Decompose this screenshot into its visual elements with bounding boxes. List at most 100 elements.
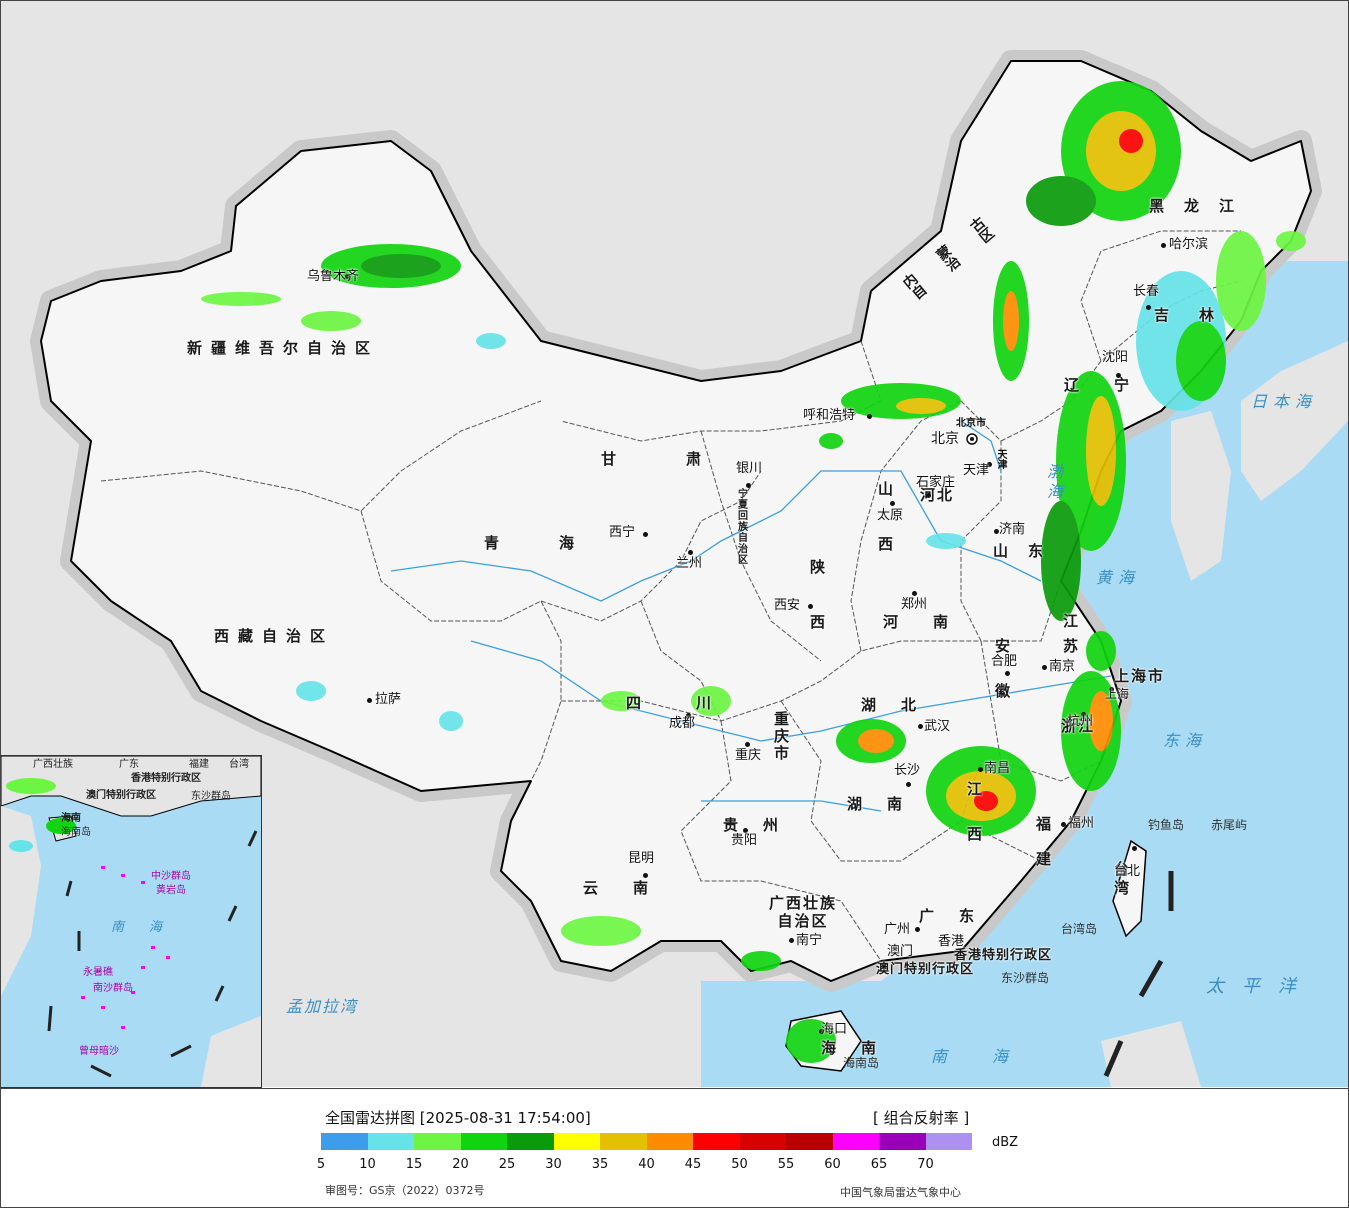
city-label: 南京 [1049, 659, 1076, 674]
province-label: 陕西 [808, 559, 826, 669]
city-label: 哈尔滨 [1169, 237, 1209, 252]
scale-swatch [879, 1133, 926, 1150]
city-label: 长春 [1133, 284, 1160, 299]
maritime-boundary [1103, 871, 1174, 1077]
province-label: 黑龙江 [1149, 197, 1255, 215]
province-label: 香港特别行政区 [954, 948, 1053, 963]
province-label: 海南 [821, 1039, 902, 1057]
city-label: 南宁 [796, 933, 823, 948]
scale-tick: 5 [316, 1157, 326, 1172]
inset-label: 澳门特别行政区 [86, 790, 156, 801]
radar-map: 新疆维吾尔自治区 西藏自治区 青海 甘肃 四川 云南 贵州 重庆市 陕西 山西 … [1, 1, 1348, 1088]
city-label: 济南 [999, 522, 1026, 537]
city-label: 拉萨 [375, 692, 402, 707]
island-label: 海南岛 [843, 1056, 880, 1070]
province-label: 福建 [1034, 816, 1052, 886]
city-label: 郑州 [901, 597, 928, 612]
inset-label: 南海 [111, 920, 188, 935]
city-label: 重庆 [735, 748, 762, 763]
product-name: [ 组合反射率 ] [873, 1109, 970, 1127]
scale-swatch [693, 1133, 740, 1150]
city-label: 杭州 [1067, 714, 1094, 729]
inset-label: 香港特别行政区 [131, 773, 201, 784]
province-label: 河北 [920, 486, 955, 504]
province-label: 宁夏回族自治区 [738, 489, 748, 566]
city-label: 广州 [884, 922, 911, 937]
province-label: 云南 [583, 879, 684, 897]
inset-label: 广西壮族 [33, 759, 73, 770]
scale-swatch [925, 1133, 972, 1150]
sea-label: 渤海 [1044, 463, 1063, 503]
legend-panel: 全国雷达拼图 [2025-08-31 17:54:00] [ 组合反射率 ] 5… [1, 1088, 1348, 1207]
scale-tick: 45 [684, 1157, 702, 1172]
scale-swatch [739, 1133, 786, 1150]
province-label: 北京市 [956, 418, 986, 429]
scale-tick: 70 [917, 1157, 934, 1172]
taiwan-landmass [1112, 839, 1147, 938]
city-label: 澳门 [887, 944, 914, 959]
province-label: 重庆市 [772, 711, 790, 762]
korea-landmass [1171, 411, 1231, 581]
inset-label: 曾母暗沙 [79, 1046, 119, 1057]
scale-tick: 50 [731, 1157, 748, 1172]
scale-swatch [600, 1133, 647, 1150]
approval-number: 审图号：GS京（2022）0372号 [325, 1184, 485, 1197]
province-label: 天津 [995, 449, 1006, 469]
inset-label: 中沙群岛 [151, 871, 191, 882]
scale-swatch [460, 1133, 507, 1150]
city-label: 沈阳 [1102, 350, 1129, 365]
city-label: 成都 [669, 716, 696, 731]
scale-tick: 65 [870, 1157, 888, 1172]
scale-tick: 20 [452, 1157, 469, 1172]
island-label: 赤尾屿 [1211, 818, 1248, 832]
province-label: 江苏 [1061, 613, 1079, 663]
city-label: 海口 [821, 1022, 848, 1037]
organization: 中国气象局雷达气象中心 [840, 1186, 961, 1199]
unit-label: dBZ [992, 1135, 1019, 1150]
province-label: 上海市 [1114, 667, 1166, 685]
city-label: 武汉 [924, 719, 951, 734]
city-label: 太原 [877, 508, 904, 523]
city-label: 乌鲁木齐 [307, 269, 360, 284]
province-label: 广东 [919, 907, 1000, 925]
province-label: 湖北 [861, 696, 942, 714]
legend-title: 全国雷达拼图 [2025-08-31 17:54:00] [325, 1109, 591, 1127]
province-label: 新疆维吾尔自治区 [187, 339, 380, 357]
province-label: 吉林 [1154, 306, 1245, 324]
city-label: 兰州 [676, 556, 703, 571]
scale-tick: 60 [824, 1157, 841, 1172]
province-label: 甘肃 [601, 450, 772, 468]
island-label: 钓鱼岛 [1148, 818, 1185, 832]
capital-marker [966, 433, 978, 445]
city-label: 北京 [931, 431, 959, 447]
city-label: 长沙 [894, 763, 921, 778]
city-label: 台北 [1114, 864, 1141, 879]
inset-label: 海南 [61, 813, 81, 824]
city-label: 银川 [736, 461, 763, 476]
scale-swatch [553, 1133, 600, 1150]
inset-label: 南沙群岛 [93, 983, 133, 994]
sea-label: 孟加拉湾 [286, 997, 359, 1016]
scale-swatch [646, 1133, 693, 1150]
scale-swatch [367, 1133, 414, 1150]
sea-label: 太平洋 [1206, 976, 1314, 997]
province-label: 山东 [993, 542, 1064, 560]
city-label: 合肥 [991, 654, 1018, 669]
scale-swatch [321, 1133, 368, 1150]
inset-label: 福建 [189, 759, 209, 770]
map-svg [30, 50, 1348, 1087]
scale-tick: 35 [591, 1157, 609, 1172]
city-label: 石家庄 [916, 475, 956, 490]
province-label: 湖南 [847, 795, 928, 813]
city-label: 西安 [774, 598, 801, 613]
city-label: 呼和浩特 [803, 408, 856, 423]
japan-landmass [1241, 341, 1348, 501]
city-label: 上海 [1105, 687, 1130, 701]
sea-label: 东海 [1163, 731, 1208, 750]
province-label: 贵州 [723, 816, 804, 834]
inset-label: 黄岩岛 [156, 885, 186, 896]
scale-swatch [414, 1133, 461, 1150]
city-label: 天津 [963, 463, 990, 478]
scale-tick: 55 [777, 1157, 795, 1172]
city-label: 福州 [1068, 816, 1095, 831]
